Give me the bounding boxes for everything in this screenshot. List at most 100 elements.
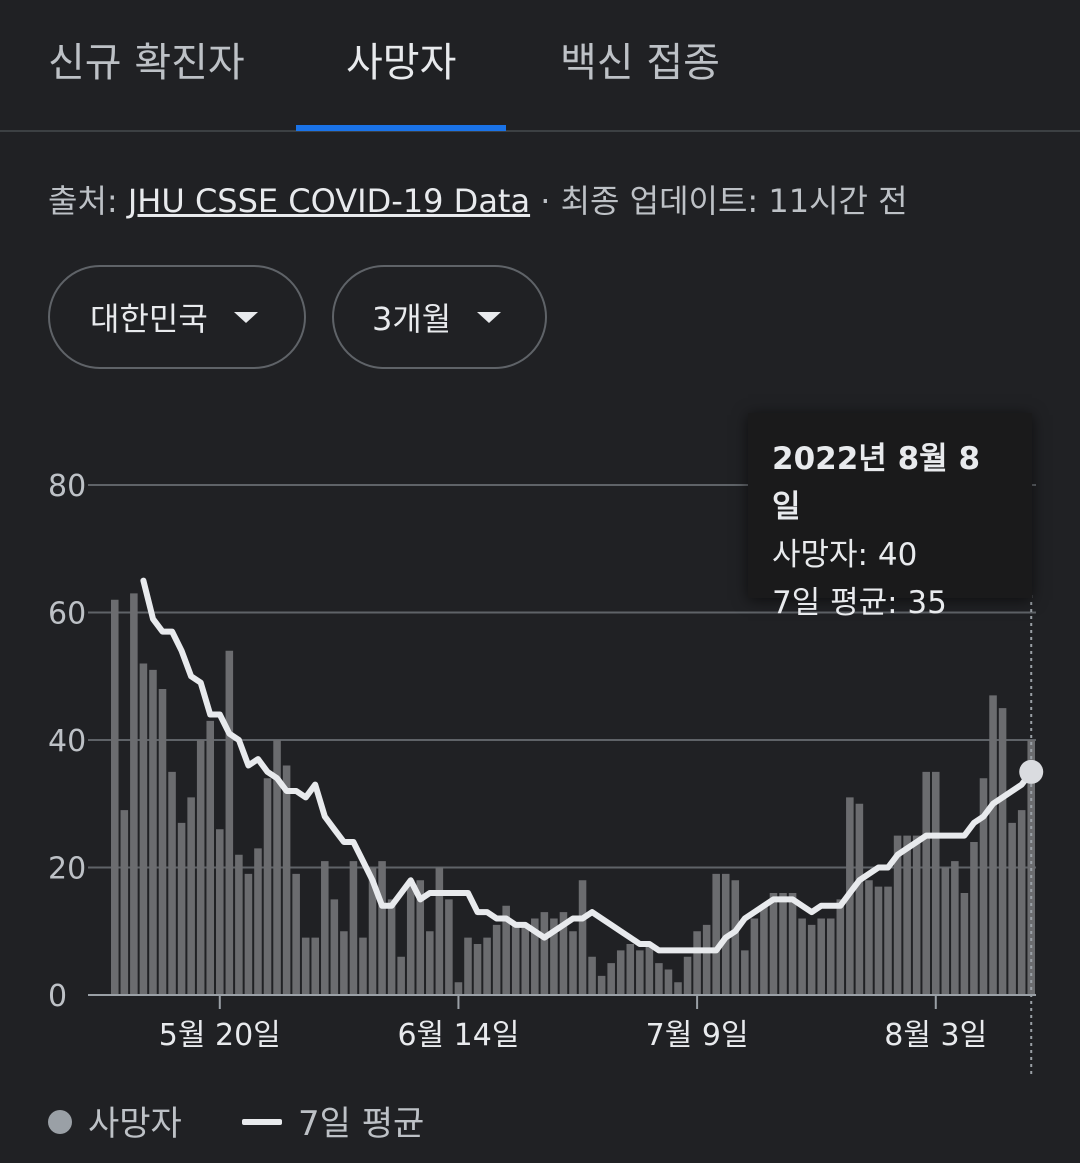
bar-deaths: [931, 771, 940, 995]
last-updated: · 최종 업데이트: 11시간 전: [540, 182, 908, 220]
bar-deaths: [273, 740, 281, 995]
bar-deaths: [368, 867, 377, 995]
bar-deaths: [798, 918, 806, 995]
source-line: 출처: JHU CSSE COVID-19 Data · 최종 업데이트: 11…: [48, 176, 908, 222]
bar-deaths: [130, 593, 138, 995]
y-tick-label: 40: [48, 724, 86, 759]
bar-deaths: [550, 918, 558, 995]
bar-deaths: [158, 689, 167, 995]
bar-deaths: [569, 931, 577, 995]
active-tab-indicator: [296, 125, 506, 131]
bar-deaths: [855, 803, 864, 995]
bar-deaths: [139, 663, 148, 995]
bar-deaths: [244, 873, 253, 995]
bar-deaths: [254, 848, 262, 995]
tab-vaccinations[interactable]: 백신 접종: [560, 40, 720, 86]
bar-deaths: [502, 905, 510, 995]
bar-deaths: [511, 924, 520, 995]
legend-average-line: [242, 1119, 282, 1125]
y-tick-label: 0: [48, 979, 67, 1014]
bar-deaths: [1017, 810, 1026, 995]
bar-deaths: [177, 822, 186, 995]
bar-deaths: [807, 924, 816, 995]
tab-new-cases[interactable]: 신규 확진자: [48, 40, 245, 86]
bar-deaths: [282, 765, 291, 995]
chart-tooltip: 2022년 8월 8일 사망자: 40 7일 평균: 35: [748, 413, 1032, 621]
bar-deaths: [187, 797, 195, 995]
bar-deaths: [979, 778, 988, 995]
bar-deaths: [435, 867, 444, 995]
bar-deaths: [578, 880, 587, 995]
y-tick-label: 60: [48, 597, 86, 632]
bar-deaths: [216, 829, 224, 995]
y-tick-label: 80: [48, 469, 86, 504]
bar-deaths: [378, 861, 386, 995]
bar-deaths: [645, 944, 654, 995]
x-tick-label: 6월 14일: [397, 1018, 519, 1053]
chevron-down-icon: [233, 311, 258, 323]
bar-deaths: [406, 880, 415, 995]
bar-deaths: [426, 931, 434, 995]
line-7day-average: [140, 577, 1035, 954]
bar-deaths: [760, 905, 768, 995]
bar-deaths: [922, 771, 930, 995]
tooltip-deaths: 사망자: 40: [772, 537, 918, 573]
bar-deaths: [559, 912, 568, 995]
bar-deaths: [951, 861, 959, 995]
tab-deaths[interactable]: 사망자: [346, 40, 457, 86]
bar-deaths: [941, 867, 950, 995]
bar-deaths: [206, 720, 215, 995]
bar-deaths: [989, 695, 997, 995]
bar-deaths: [912, 835, 921, 995]
bar-deaths: [588, 956, 596, 995]
bar-deaths: [311, 937, 320, 995]
x-tick-label: 5월 20일: [159, 1018, 281, 1053]
bar-deaths: [120, 810, 129, 995]
bar-deaths: [397, 956, 405, 995]
bar-deaths: [340, 931, 348, 995]
x-tick-label: 8월 3일: [884, 1018, 987, 1053]
bar-deaths: [330, 899, 339, 995]
bar-deaths: [483, 937, 491, 995]
bar-deaths: [893, 835, 902, 995]
bar-deaths: [664, 969, 673, 995]
bar-deaths: [597, 975, 606, 995]
bar-deaths: [1027, 740, 1035, 995]
bar-deaths: [616, 950, 625, 995]
bar-deaths: [741, 950, 749, 995]
source-link[interactable]: JHU CSSE COVID-19 Data: [127, 182, 531, 220]
bar-deaths: [492, 924, 501, 995]
bar-deaths: [387, 899, 396, 995]
chevron-down-icon: [477, 311, 502, 323]
bar-deaths: [702, 924, 711, 995]
y-tick-label: 20: [48, 852, 86, 887]
period-value: 3개월: [372, 300, 452, 338]
bar-deaths: [636, 950, 644, 995]
bar-deaths: [826, 918, 835, 995]
bar-deaths: [263, 778, 272, 995]
legend-deaths-label: 사망자: [88, 1104, 182, 1144]
bar-deaths: [445, 899, 453, 995]
bar-deaths: [473, 944, 482, 995]
deaths-chart[interactable]: 0 20 40 60 80 5월 20일 6월 14일 7월 9일 8월 3일: [0, 400, 1080, 1090]
region-value: 대한민국: [90, 300, 208, 338]
bar-deaths: [225, 650, 234, 995]
bar-deaths: [531, 918, 539, 995]
bar-deaths: [865, 880, 873, 995]
bar-deaths: [607, 963, 615, 995]
bar-deaths: [1008, 822, 1016, 995]
bar-deaths: [874, 886, 883, 995]
bar-deaths: [111, 599, 119, 995]
period-dropdown[interactable]: 3개월: [332, 265, 547, 369]
bar-deaths: [464, 937, 472, 995]
bar-deaths: [655, 963, 663, 995]
bar-deaths: [960, 893, 969, 995]
bar-deaths: [836, 899, 845, 995]
bar-deaths: [149, 669, 157, 995]
bar-deaths: [168, 771, 176, 995]
tooltip-date: 2022년 8월 8일: [772, 441, 981, 525]
bar-deaths: [416, 880, 425, 995]
bar-deaths: [674, 982, 682, 995]
bar-deaths: [779, 893, 787, 995]
region-dropdown[interactable]: 대한민국: [48, 265, 306, 369]
